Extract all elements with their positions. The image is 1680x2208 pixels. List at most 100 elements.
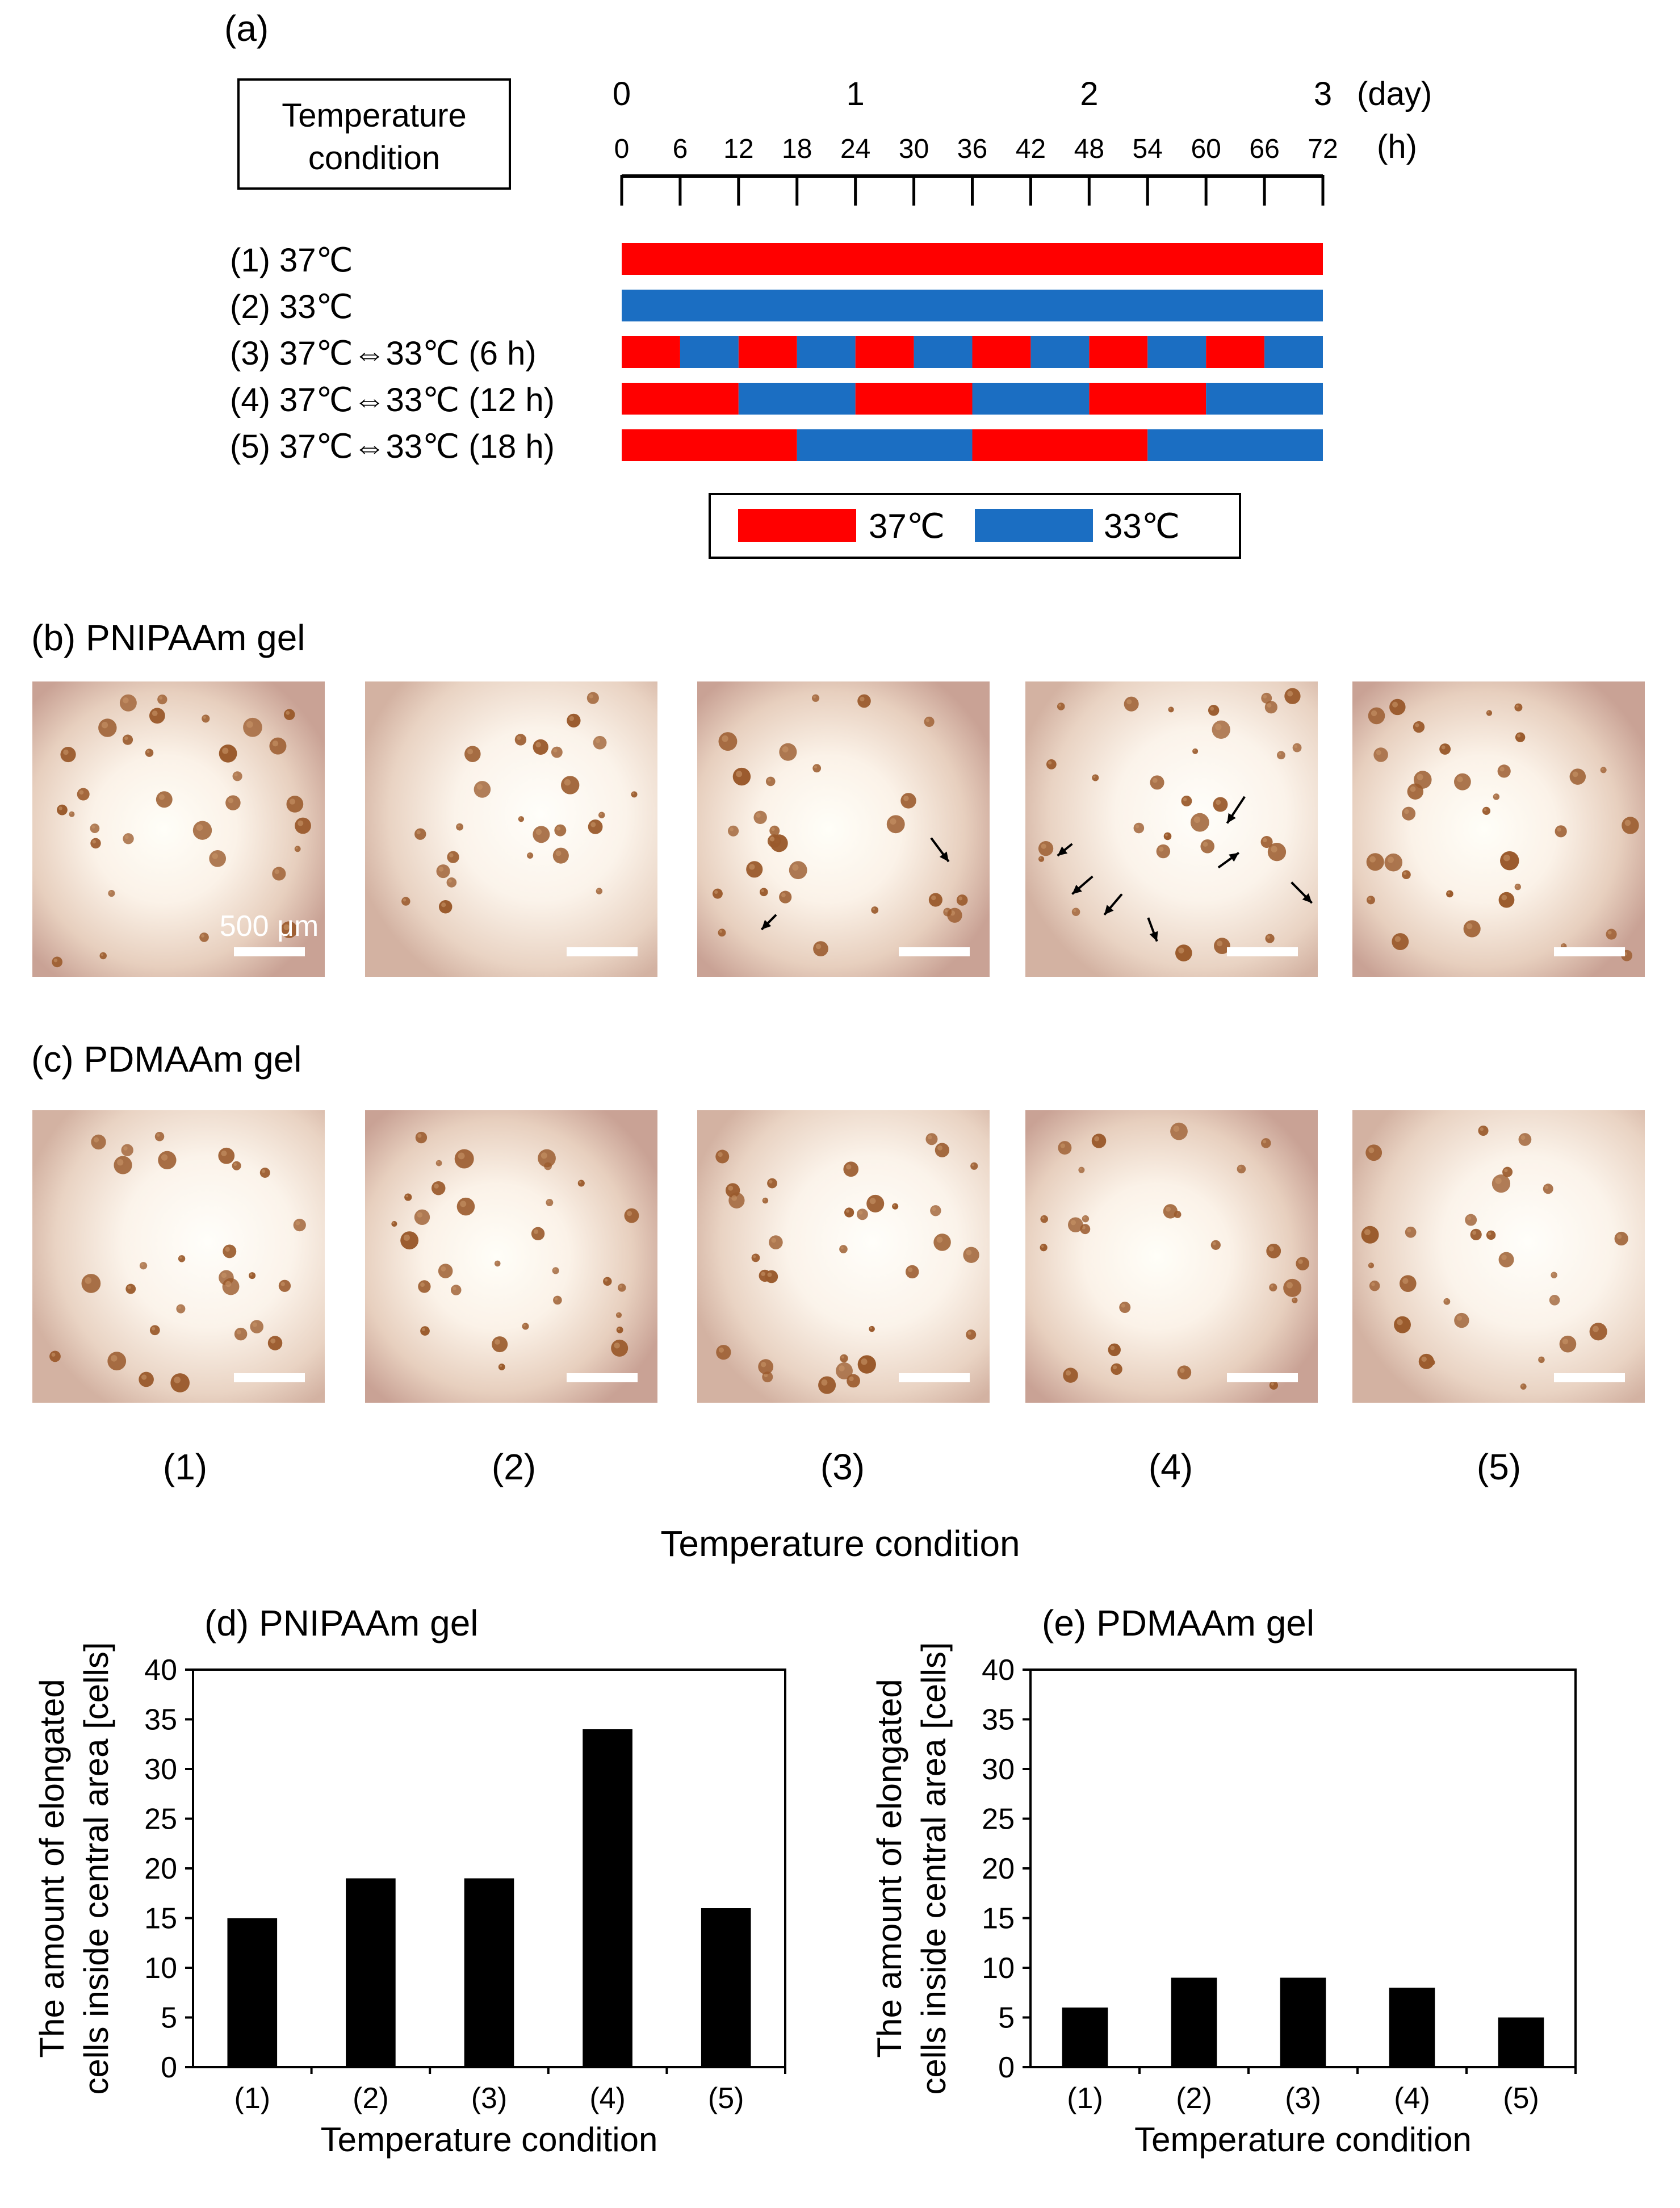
cell-highlight <box>152 1327 156 1331</box>
condition-label: (4) 37℃⇔33℃ (12 h) <box>230 382 555 419</box>
cell-highlight <box>441 902 446 908</box>
cell <box>1600 767 1607 773</box>
cell-highlight <box>1521 1385 1524 1387</box>
cell <box>533 826 550 843</box>
bar-3 <box>1280 1977 1326 2067</box>
cell-highlight <box>1286 1282 1293 1289</box>
cell-highlight <box>1179 1368 1185 1373</box>
cell-highlight <box>1503 854 1510 862</box>
y-axis-title-line-2: cells inside central area [cells] <box>77 1642 115 2094</box>
cell-highlight <box>1058 704 1062 707</box>
cell-highlight <box>109 891 112 894</box>
cell-highlight <box>556 826 561 831</box>
cell <box>234 1327 248 1341</box>
panel-b: (b) PNIPAAm gel 500 μm <box>31 617 1645 977</box>
segment-33c <box>1147 429 1323 461</box>
cell <box>769 1235 783 1249</box>
cell-highlight <box>58 806 62 810</box>
cell-highlight <box>619 1285 622 1288</box>
cell-highlight <box>767 778 771 782</box>
temperature-legend: 37℃ 33℃ <box>709 493 1241 559</box>
cell-highlight <box>632 792 635 795</box>
cell-highlight <box>931 895 936 901</box>
segment-37c <box>1206 336 1265 368</box>
cell-highlight <box>714 890 718 894</box>
bar-5 <box>1498 2017 1544 2067</box>
cell <box>1402 870 1411 880</box>
scale-bar <box>567 947 638 956</box>
cell-highlight <box>770 837 775 842</box>
cell-highlight <box>1616 1234 1622 1239</box>
cell-highlight <box>589 694 593 699</box>
cell-highlight <box>814 765 818 769</box>
cell <box>928 893 942 907</box>
arrow-marker-head <box>1229 852 1239 862</box>
cell-highlight <box>841 1356 844 1359</box>
cell <box>243 717 262 737</box>
y-tick-label: 30 <box>144 1753 177 1786</box>
cell-highlight <box>627 1211 632 1216</box>
cell-highlight <box>617 1327 620 1331</box>
micrograph-5 <box>1352 681 1645 977</box>
cell <box>1606 929 1617 940</box>
cell <box>871 906 879 914</box>
cell <box>435 1160 442 1166</box>
bar-2 <box>1171 1977 1217 2067</box>
cell-highlight <box>1110 1345 1115 1350</box>
arrow-marker-head <box>1072 884 1082 894</box>
cell-highlight <box>870 1327 872 1329</box>
cell-highlight <box>1488 1232 1492 1236</box>
cell <box>1368 707 1385 725</box>
micrograph-condition-label-5: (5) <box>1477 1446 1521 1487</box>
cell <box>624 1208 639 1223</box>
y-tick-label: 0 <box>161 2051 177 2084</box>
x-tick-label: (2) <box>1176 2082 1212 2115</box>
condition-label: (3) 37℃⇔33℃ (6 h) <box>230 335 537 372</box>
cell-highlight <box>161 1154 168 1161</box>
cell-highlight <box>1371 710 1377 717</box>
cell <box>438 1264 453 1278</box>
cell <box>1498 892 1515 908</box>
segment-37c <box>1089 383 1206 415</box>
cell-highlight <box>1263 838 1267 843</box>
cell-highlight <box>252 1322 257 1327</box>
cell-highlight <box>595 738 601 743</box>
cell <box>107 1352 127 1371</box>
cell <box>1418 1353 1434 1369</box>
cell <box>139 1371 154 1387</box>
timeline-axis: (day) (h) 0 6 12 18 24 30 36 42 48 54 60 66 720 1 2 3 <box>613 76 1432 206</box>
temperature-condition-box-frame <box>237 78 511 190</box>
cell-highlight <box>718 1152 723 1157</box>
cell <box>886 815 905 834</box>
cell <box>278 1279 291 1292</box>
segment-33c <box>797 429 973 461</box>
segment-37c <box>972 336 1031 368</box>
cell <box>232 771 242 781</box>
cell-highlight <box>1039 857 1042 859</box>
cell-highlight <box>1404 809 1409 814</box>
cell <box>812 764 822 773</box>
cell <box>249 1272 256 1279</box>
cell-highlight <box>553 1268 556 1271</box>
cell-highlight <box>1539 1357 1542 1360</box>
cell <box>108 890 115 897</box>
legend-swatch-33c <box>975 509 1093 542</box>
cell <box>295 817 311 834</box>
cell <box>157 694 167 705</box>
cell-highlight <box>91 825 95 829</box>
micrograph-axis-title: Temperature condition <box>660 1523 1020 1564</box>
cell <box>293 1218 306 1232</box>
cell-highlight <box>228 798 234 804</box>
y-tick-label: 20 <box>982 1852 1015 1885</box>
cell <box>1520 1383 1527 1390</box>
cell-highlight <box>70 812 72 814</box>
panel-b-title: (b) PNIPAAm gel <box>31 617 305 658</box>
cell <box>1092 774 1099 781</box>
cell-highlight <box>1494 794 1497 797</box>
cell <box>551 746 563 758</box>
cell-highlight <box>761 889 764 893</box>
micrograph-image <box>32 681 325 977</box>
cell-highlight <box>283 924 290 930</box>
micrograph-5 <box>1352 1110 1645 1403</box>
cell <box>49 1350 61 1362</box>
